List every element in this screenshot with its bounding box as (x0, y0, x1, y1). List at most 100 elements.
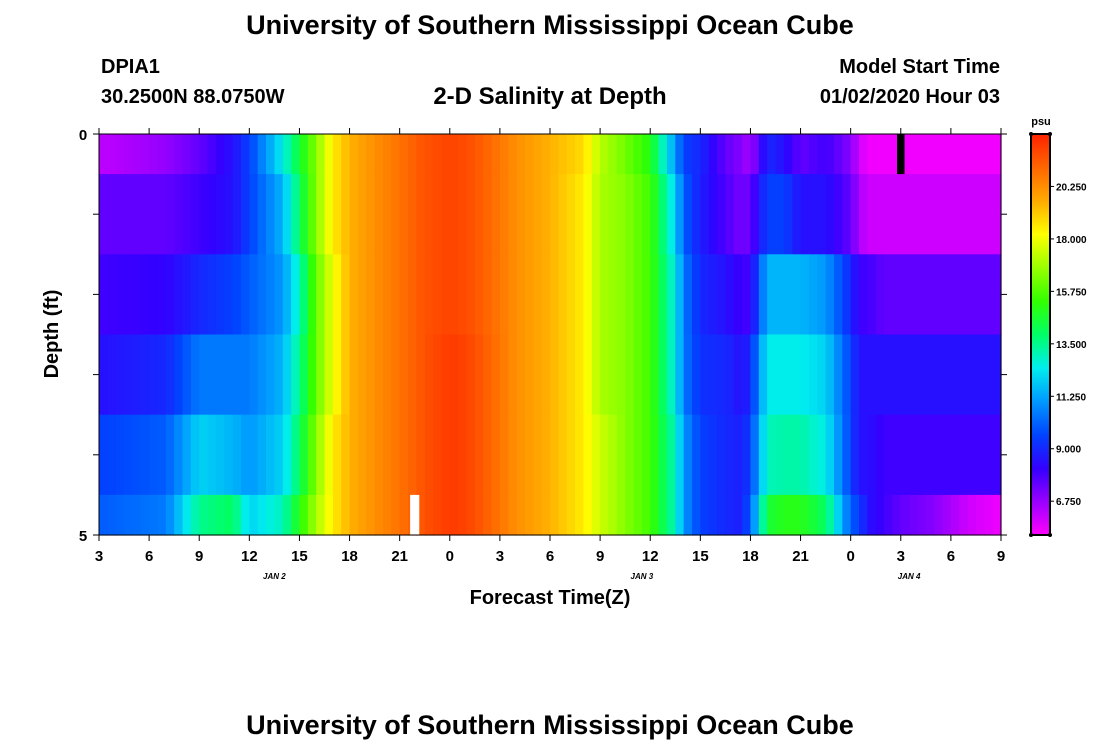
heatmap-cell (483, 134, 493, 175)
heatmap-cell (875, 254, 885, 336)
heatmap-cell (124, 414, 134, 496)
heatmap-cell (458, 494, 468, 536)
heatmap-cell (708, 414, 718, 496)
heatmap-cell (499, 334, 509, 416)
marker-layer (410, 134, 905, 535)
heatmap-cell (466, 494, 476, 536)
heatmap-cell (725, 334, 735, 416)
heatmap-cell (917, 414, 927, 496)
heatmap-cell (942, 134, 952, 175)
heatmap-cell (416, 334, 426, 416)
heatmap-cell (817, 494, 827, 536)
heatmap-cell (433, 494, 443, 536)
heatmap-cell (441, 494, 451, 536)
heatmap-cell (257, 254, 267, 336)
heatmap-cell (859, 134, 868, 175)
heatmap-cell (909, 334, 919, 416)
heatmap-cell (266, 414, 275, 496)
heatmap-cell (124, 254, 134, 336)
heatmap-cell (416, 174, 426, 255)
heatmap-cell (884, 254, 894, 336)
heatmap-cell (282, 174, 292, 255)
heatmap-cell (959, 494, 969, 536)
heatmap-cell (717, 254, 726, 336)
heatmap-cell (291, 494, 301, 536)
heatmap-cell (199, 494, 209, 536)
heatmap-cell (750, 134, 760, 175)
heatmap-cell (792, 334, 802, 416)
heatmap-cell (950, 134, 960, 175)
heatmap-cell (959, 174, 969, 255)
heatmap-cell (165, 174, 175, 255)
heatmap-cell (165, 254, 175, 336)
heatmap-cell (524, 134, 534, 175)
heatmap-cell (508, 174, 518, 255)
heatmap-cell (474, 134, 484, 175)
heatmap-cell (867, 334, 877, 416)
heatmap-cell (984, 414, 994, 496)
heatmap-cell (708, 254, 718, 336)
heatmap-cell (424, 414, 434, 496)
heatmap-cell (115, 414, 125, 496)
heatmap-cell (99, 414, 108, 496)
heatmap-cell (708, 494, 718, 536)
heatmap-cell (240, 254, 250, 336)
heatmap-cell (115, 134, 125, 175)
x-tick-label: 3 (897, 548, 905, 565)
heatmap-cell (825, 134, 835, 175)
heatmap-cell (700, 254, 710, 336)
heatmap-cell (992, 134, 1002, 175)
heatmap-cell (967, 494, 977, 536)
x-tick-label: 6 (546, 548, 554, 565)
heatmap-cell (366, 174, 376, 255)
heatmap-cell (433, 254, 443, 336)
heatmap-cell (892, 334, 902, 416)
heatmap-cell (942, 334, 952, 416)
heatmap-cell (900, 414, 910, 496)
heatmap-cell (341, 334, 351, 416)
heatmap-cell (149, 414, 159, 496)
heatmap-cell (967, 134, 977, 175)
heatmap-cell (783, 494, 793, 536)
heatmap-cell (157, 254, 167, 336)
heatmap-cell (867, 174, 877, 255)
heatmap-cell (190, 414, 200, 496)
heatmap-cell (708, 134, 718, 175)
heatmap-cell (775, 174, 785, 255)
heatmap-cell (207, 414, 217, 496)
heatmap-cell (608, 494, 618, 536)
heatmap-cell (124, 134, 134, 175)
heatmap-cell (658, 494, 668, 536)
heatmap-cell (600, 494, 610, 536)
heatmap-cell (942, 494, 952, 536)
colorbar-gradient (1030, 133, 1051, 536)
heatmap-cell (474, 494, 484, 536)
heatmap-cell (717, 334, 726, 416)
heatmap-cell (232, 134, 242, 175)
heatmap-cell (616, 494, 626, 536)
heatmap-cell (491, 414, 501, 496)
heatmap-cell (600, 334, 610, 416)
heatmap-cell (558, 334, 568, 416)
heatmap-cell (332, 494, 342, 536)
heatmap-cell (767, 334, 777, 416)
heatmap-cell (249, 254, 259, 336)
heatmap-cell (291, 134, 301, 175)
heatmap-cell (900, 254, 910, 336)
heatmap-cell (274, 134, 284, 175)
heatmap-cell (232, 334, 242, 416)
heatmap-cell (900, 134, 910, 175)
heatmap-cell (149, 254, 159, 336)
heatmap-cell (357, 334, 367, 416)
heatmap-cell (299, 494, 309, 536)
heatmap-cell (232, 494, 242, 536)
heatmap-cell (600, 174, 610, 255)
heatmap-cell (550, 254, 559, 336)
heatmap-cell (508, 334, 518, 416)
heatmap-cell (742, 174, 752, 255)
heatmap-cell (767, 254, 777, 336)
heatmap-cell (433, 414, 443, 496)
station-id: DPIA1 (101, 56, 160, 78)
heatmap-cell (825, 174, 835, 255)
heatmap-cell (700, 174, 710, 255)
